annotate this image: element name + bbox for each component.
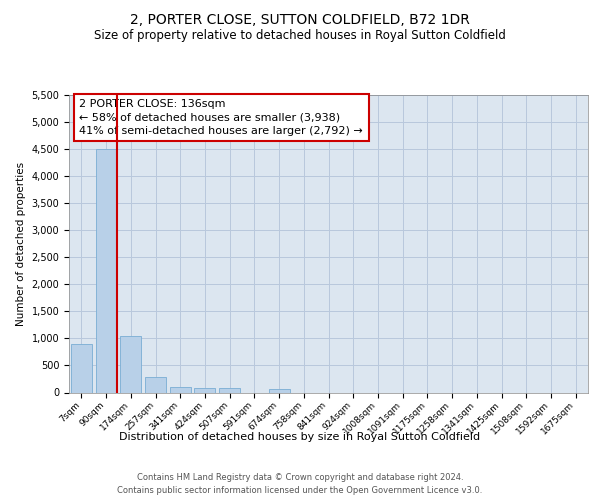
Text: Contains HM Land Registry data © Crown copyright and database right 2024.
Contai: Contains HM Land Registry data © Crown c… (118, 474, 482, 495)
Text: Distribution of detached houses by size in Royal Sutton Coldfield: Distribution of detached houses by size … (119, 432, 481, 442)
Bar (219, 388, 240, 392)
Bar (95, 149, 116, 392)
Bar (71, 344, 92, 393)
Text: 2, PORTER CLOSE, SUTTON COLDFIELD, B72 1DR: 2, PORTER CLOSE, SUTTON COLDFIELD, B72 1… (130, 12, 470, 26)
Bar (194, 388, 215, 392)
Y-axis label: Number of detached properties: Number of detached properties (16, 162, 26, 326)
Bar (120, 336, 141, 392)
Text: 2 PORTER CLOSE: 136sqm
← 58% of detached houses are smaller (3,938)
41% of semi-: 2 PORTER CLOSE: 136sqm ← 58% of detached… (79, 100, 363, 136)
Text: Size of property relative to detached houses in Royal Sutton Coldfield: Size of property relative to detached ho… (94, 29, 506, 42)
Bar (269, 389, 290, 392)
Bar (145, 377, 166, 392)
Bar (170, 387, 191, 392)
